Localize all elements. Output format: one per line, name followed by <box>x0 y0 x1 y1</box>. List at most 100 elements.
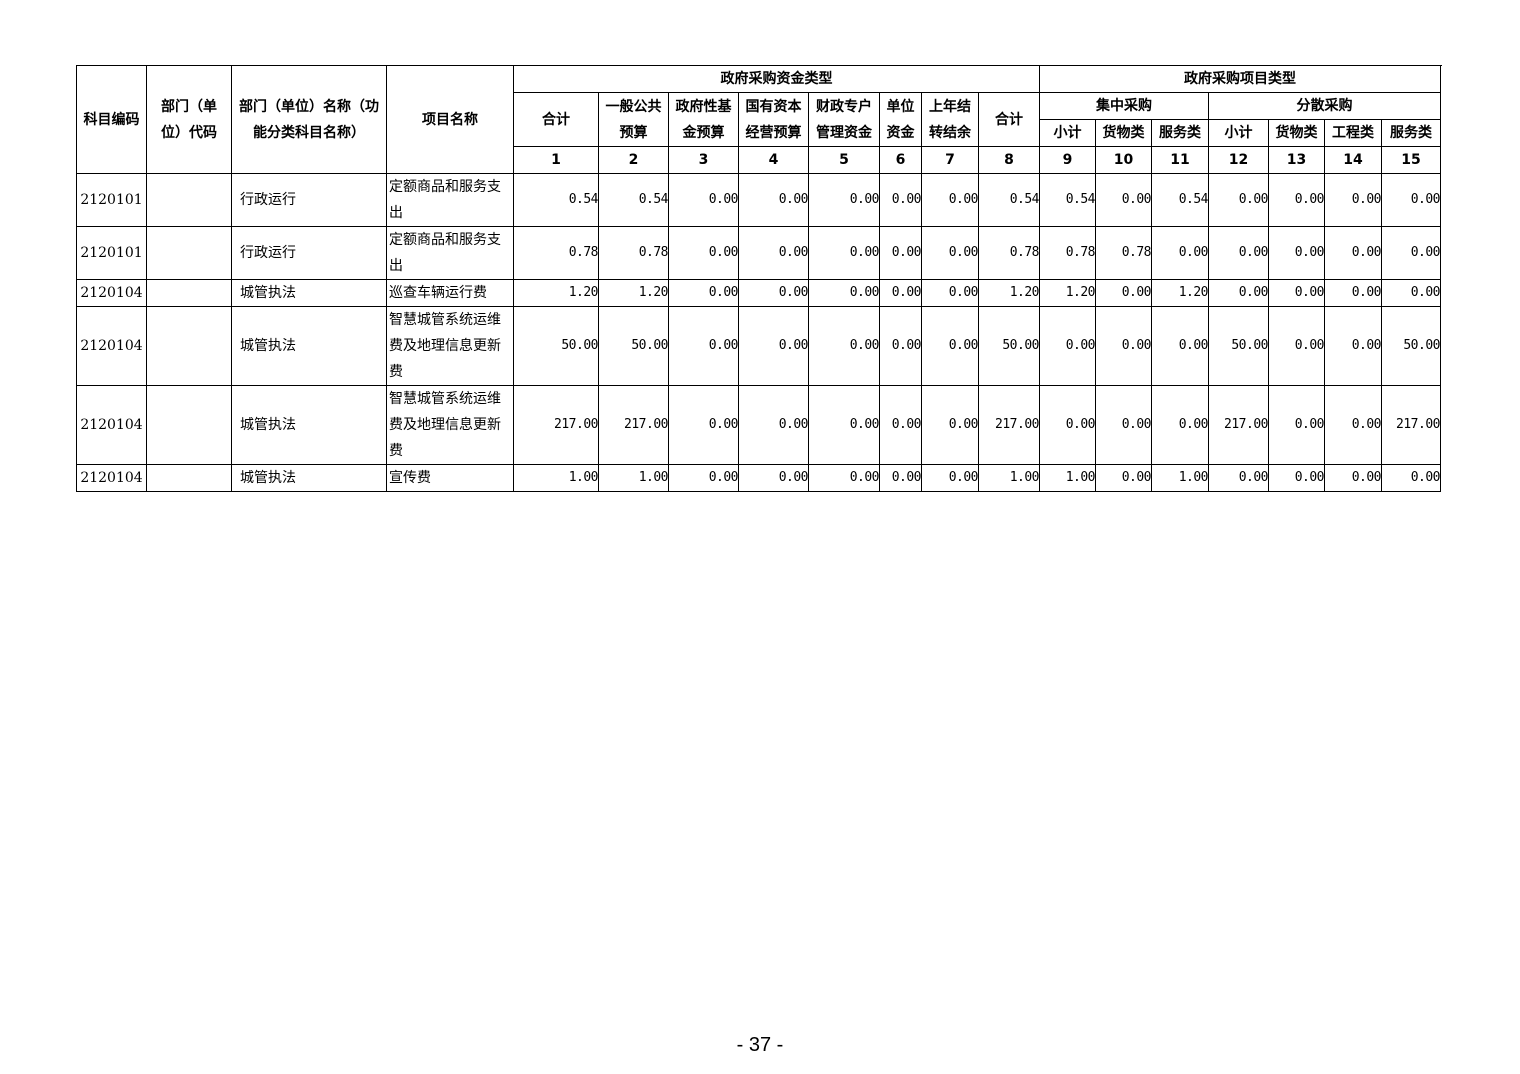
value-cell: 0.00 <box>808 385 880 465</box>
subject-code-cell: 2120104 <box>76 306 147 386</box>
value-cell: 50.00 <box>598 306 669 386</box>
value-cell: 0.54 <box>1039 173 1096 227</box>
header-col-number: 7 <box>921 146 979 174</box>
value-cell: 0.54 <box>1151 173 1209 227</box>
header-col-number: 12 <box>1208 146 1269 174</box>
header-fund-col: 单位资金 <box>879 92 922 147</box>
header-col-number: 13 <box>1268 146 1325 174</box>
value-cell: 0.00 <box>879 226 922 280</box>
value-cell: 0.78 <box>1039 226 1096 280</box>
value-cell: 0.00 <box>921 173 979 227</box>
value-cell: 0.00 <box>668 385 739 465</box>
value-cell: 1.00 <box>513 464 599 492</box>
value-cell: 0.00 <box>921 306 979 386</box>
value-cell: 50.00 <box>978 306 1040 386</box>
value-cell: 1.00 <box>598 464 669 492</box>
header-col-number: 15 <box>1381 146 1441 174</box>
value-cell: 0.00 <box>1381 226 1441 280</box>
header-decentralized-col: 服务类 <box>1381 119 1441 147</box>
value-cell: 0.54 <box>978 173 1040 227</box>
project-name-cell: 宣传费 <box>386 464 514 492</box>
header-total: 合计 <box>978 92 1040 147</box>
project-name-cell: 巡查车辆运行费 <box>386 279 514 307</box>
value-cell: 0.00 <box>1268 173 1325 227</box>
header-decentralized-col: 货物类 <box>1268 119 1325 147</box>
header-decentralized-col: 工程类 <box>1324 119 1382 147</box>
value-cell: 0.00 <box>1381 279 1441 307</box>
value-cell: 50.00 <box>1381 306 1441 386</box>
value-cell: 217.00 <box>1208 385 1269 465</box>
value-cell: 0.00 <box>1151 385 1209 465</box>
value-cell: 217.00 <box>978 385 1040 465</box>
subject-code-cell: 2120101 <box>76 173 147 227</box>
project-name-cell: 智慧城管系统运维费及地理信息更新费 <box>386 385 514 465</box>
value-cell: 0.00 <box>879 385 922 465</box>
dept-code-cell <box>146 279 232 307</box>
value-cell: 0.54 <box>598 173 669 227</box>
value-cell: 0.00 <box>1208 173 1269 227</box>
value-cell: 0.00 <box>1268 279 1325 307</box>
dept-name-cell: 行政运行 <box>231 173 387 227</box>
header-centralized-col: 货物类 <box>1095 119 1152 147</box>
header-centralized-col: 小计 <box>1039 119 1096 147</box>
value-cell: 0.00 <box>921 279 979 307</box>
value-cell: 0.00 <box>1381 464 1441 492</box>
value-cell: 1.20 <box>513 279 599 307</box>
value-cell: 1.00 <box>1039 464 1096 492</box>
value-cell: 0.00 <box>738 385 809 465</box>
value-cell: 0.00 <box>738 226 809 280</box>
value-cell: 0.00 <box>879 279 922 307</box>
value-cell: 0.00 <box>738 173 809 227</box>
value-cell: 0.00 <box>1208 464 1269 492</box>
header-decentralized: 分散采购 <box>1208 92 1441 120</box>
value-cell: 0.00 <box>808 173 880 227</box>
value-cell: 0.00 <box>1268 464 1325 492</box>
header-dept-code: 部门（单位）代码 <box>146 65 232 174</box>
value-cell: 1.20 <box>1151 279 1209 307</box>
value-cell: 0.00 <box>668 173 739 227</box>
table-row: 2120104 城管执法 智慧城管系统运维费及地理信息更新费 50.00 50.00 0.… <box>76 306 1441 386</box>
value-cell: 0.00 <box>1268 306 1325 386</box>
header-fund-col: 政府性基金预算 <box>668 92 739 147</box>
value-cell: 0.00 <box>1268 385 1325 465</box>
table-row: 2120104 城管执法 智慧城管系统运维费及地理信息更新费 217.00 217.00… <box>76 385 1441 465</box>
project-name-cell: 定额商品和服务支出 <box>386 173 514 227</box>
header-fund-col: 财政专户管理资金 <box>808 92 880 147</box>
dept-name-cell: 城管执法 <box>231 464 387 492</box>
value-cell: 0.00 <box>1324 385 1382 465</box>
header-col-number: 4 <box>738 146 809 174</box>
project-name-cell: 定额商品和服务支出 <box>386 226 514 280</box>
header-col-number: 11 <box>1151 146 1209 174</box>
value-cell: 0.00 <box>738 306 809 386</box>
subject-code-cell: 2120104 <box>76 279 147 307</box>
value-cell: 0.00 <box>1095 385 1152 465</box>
value-cell: 0.00 <box>879 173 922 227</box>
value-cell: 0.78 <box>513 226 599 280</box>
value-cell: 0.00 <box>1151 306 1209 386</box>
header-col-number: 3 <box>668 146 739 174</box>
value-cell: 0.00 <box>1095 173 1152 227</box>
header-dept-name: 部门（单位）名称（功能分类科目名称） <box>231 65 387 174</box>
value-cell: 0.00 <box>1324 306 1382 386</box>
value-cell: 0.00 <box>808 306 880 386</box>
dept-name-cell: 行政运行 <box>231 226 387 280</box>
value-cell: 0.00 <box>668 464 739 492</box>
header-fund-type-group: 政府采购资金类型 <box>513 65 1040 93</box>
value-cell: 0.00 <box>1208 279 1269 307</box>
dept-code-cell <box>146 385 232 465</box>
header-fund-col: 上年结转结余 <box>921 92 979 147</box>
value-cell: 1.20 <box>1039 279 1096 307</box>
value-cell: 0.00 <box>738 464 809 492</box>
value-cell: 0.78 <box>978 226 1040 280</box>
value-cell: 0.00 <box>1324 464 1382 492</box>
value-cell: 0.00 <box>1268 226 1325 280</box>
value-cell: 0.00 <box>921 226 979 280</box>
value-cell: 0.00 <box>1095 464 1152 492</box>
value-cell: 0.78 <box>598 226 669 280</box>
header-project-name: 项目名称 <box>386 65 514 174</box>
table-row: 2120101 行政运行 定额商品和服务支出 0.54 0.54 0.00 0.00 0.00… <box>76 173 1441 227</box>
header-col-number: 5 <box>808 146 880 174</box>
header-decentralized-col: 小计 <box>1208 119 1269 147</box>
value-cell: 0.00 <box>1095 306 1152 386</box>
value-cell: 0.00 <box>668 279 739 307</box>
